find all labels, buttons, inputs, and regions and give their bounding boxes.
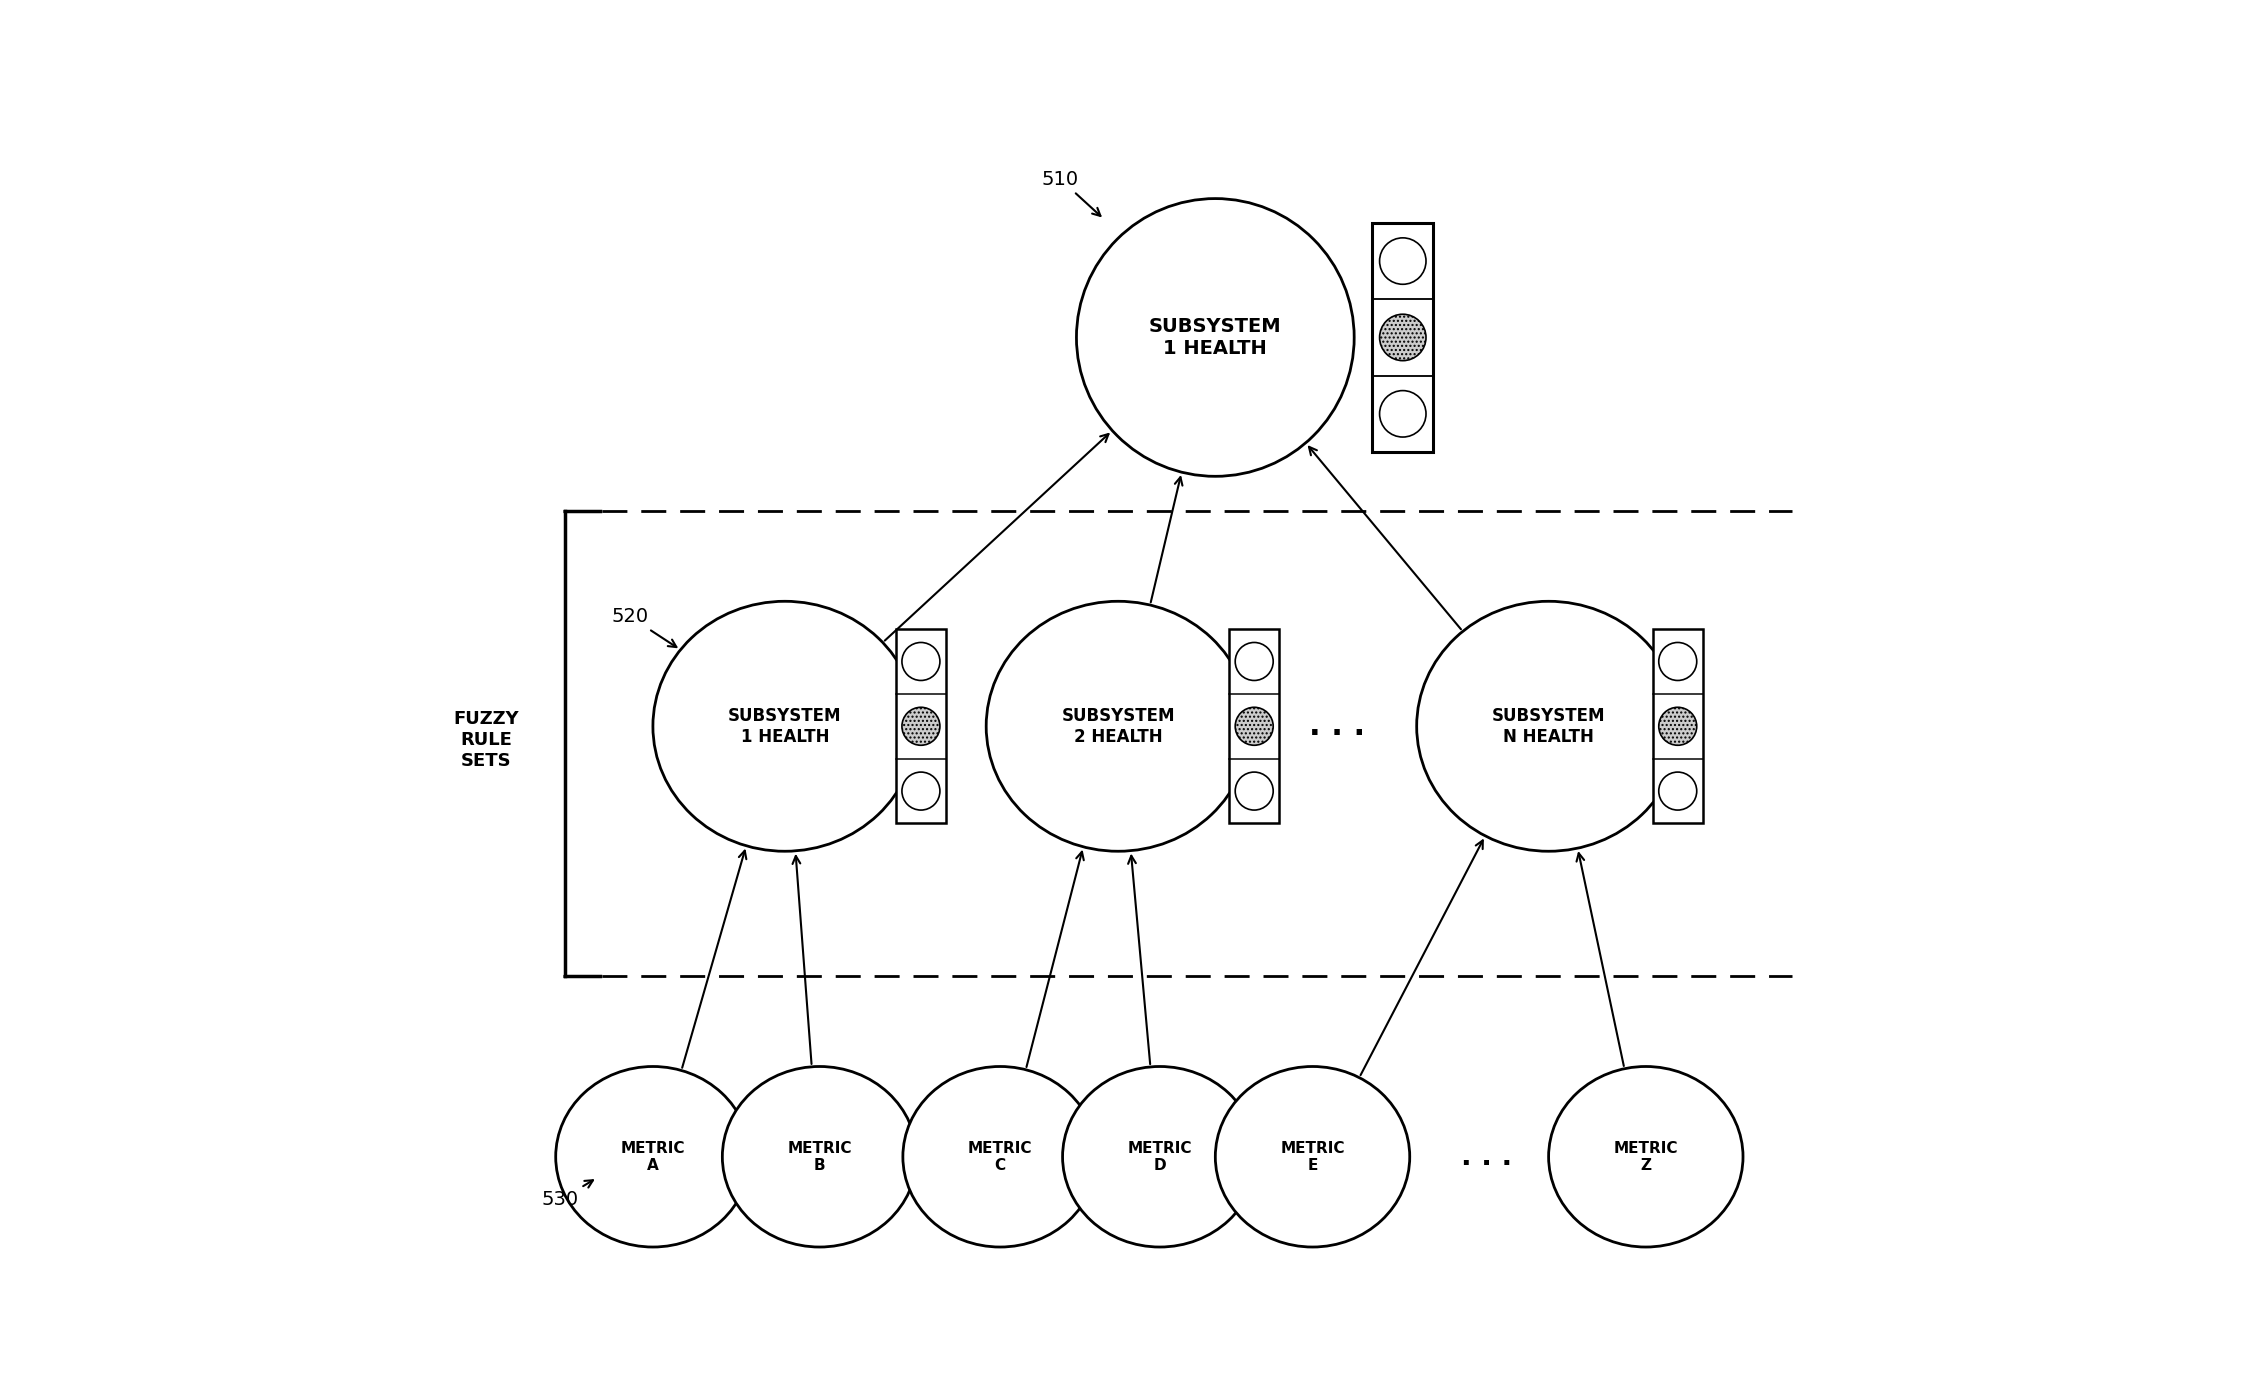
Ellipse shape xyxy=(903,1066,1098,1248)
Ellipse shape xyxy=(1075,198,1354,476)
Circle shape xyxy=(1660,707,1696,745)
Bar xyxy=(1229,629,1279,823)
Circle shape xyxy=(1379,391,1426,437)
Ellipse shape xyxy=(1062,1066,1257,1248)
Circle shape xyxy=(901,707,940,745)
Circle shape xyxy=(1660,773,1696,810)
Text: 520: 520 xyxy=(611,608,677,647)
Ellipse shape xyxy=(555,1066,749,1248)
Text: 530: 530 xyxy=(541,1180,593,1210)
Circle shape xyxy=(901,773,940,810)
Circle shape xyxy=(1236,643,1272,680)
Circle shape xyxy=(1236,707,1272,745)
Text: METRIC
Z: METRIC Z xyxy=(1614,1140,1678,1173)
Text: . . .: . . . xyxy=(1309,712,1365,740)
Circle shape xyxy=(901,643,940,680)
Ellipse shape xyxy=(1216,1066,1410,1248)
Bar xyxy=(1372,224,1433,453)
Ellipse shape xyxy=(652,601,917,851)
Ellipse shape xyxy=(987,601,1250,851)
Bar xyxy=(1653,629,1703,823)
Ellipse shape xyxy=(1417,601,1680,851)
Text: METRIC
E: METRIC E xyxy=(1279,1140,1345,1173)
Text: METRIC
D: METRIC D xyxy=(1127,1140,1193,1173)
Bar xyxy=(897,629,946,823)
Text: SUBSYSTEM
1 HEALTH: SUBSYSTEM 1 HEALTH xyxy=(729,707,842,746)
Circle shape xyxy=(1660,643,1696,680)
Text: SUBSYSTEM
N HEALTH: SUBSYSTEM N HEALTH xyxy=(1492,707,1605,746)
Text: METRIC
C: METRIC C xyxy=(967,1140,1032,1173)
Text: SUBSYSTEM
1 HEALTH: SUBSYSTEM 1 HEALTH xyxy=(1150,317,1281,358)
Circle shape xyxy=(1379,314,1426,360)
Text: METRIC
A: METRIC A xyxy=(620,1140,686,1173)
Text: SUBSYSTEM
2 HEALTH: SUBSYSTEM 2 HEALTH xyxy=(1062,707,1175,746)
Circle shape xyxy=(1379,237,1426,284)
Text: FUZZY
RULE
SETS: FUZZY RULE SETS xyxy=(453,710,518,770)
Ellipse shape xyxy=(1549,1066,1743,1248)
Text: 510: 510 xyxy=(1041,169,1100,217)
Text: . . .: . . . xyxy=(1460,1143,1512,1171)
Circle shape xyxy=(1236,773,1272,810)
Text: METRIC
B: METRIC B xyxy=(788,1140,851,1173)
Ellipse shape xyxy=(722,1066,917,1248)
